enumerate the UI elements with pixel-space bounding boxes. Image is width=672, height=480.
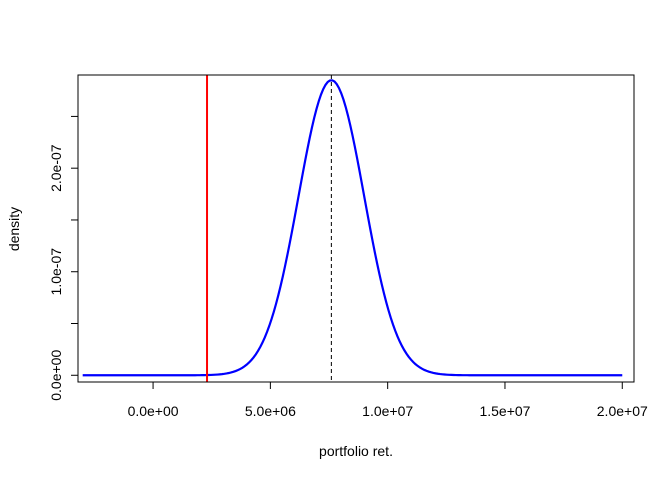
y-tick-label: 2.0e-07: [48, 144, 64, 192]
x-tick-label: 0.0e+00: [128, 403, 179, 419]
y-axis-title: density: [6, 207, 22, 251]
y-tick-label: 1.0e-07: [48, 248, 64, 296]
y-tick-label: 0.0e+00: [48, 350, 64, 401]
x-tick-label: 5.0e+06: [245, 403, 296, 419]
plot-layer: [82, 75, 623, 382]
x-tick-label: 1.0e+07: [362, 403, 413, 419]
plot-frame: [77, 74, 635, 383]
y-axis: 0.0e+00 1.0e-07 2.0e-07: [48, 115, 79, 401]
x-axis: 0.0e+00 5.0e+06 1.0e+07 1.5e+07 2.0e+07: [128, 381, 648, 419]
x-tick-label: 2.0e+07: [597, 403, 648, 419]
density-curve-0: [82, 79, 623, 377]
x-tick-label: 1.5e+07: [479, 403, 530, 419]
x-axis-title: portfolio ret.: [319, 443, 393, 459]
